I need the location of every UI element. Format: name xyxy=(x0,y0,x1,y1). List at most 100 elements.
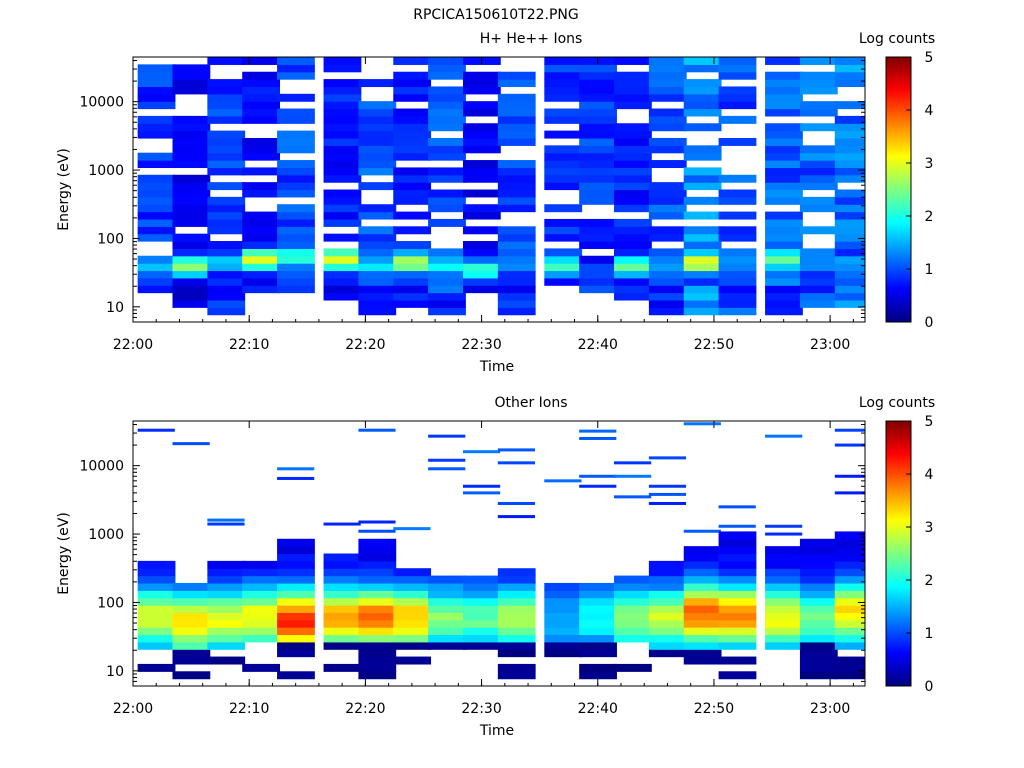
heatmap-cell xyxy=(497,226,536,235)
heatmap-cell xyxy=(614,619,652,628)
heatmap-cell xyxy=(765,167,803,176)
heatmap-cell xyxy=(544,57,583,65)
heatmap-cell xyxy=(277,248,315,257)
heatmap-cell xyxy=(172,605,211,613)
heatmap-cell xyxy=(648,123,687,132)
heatmap-cell xyxy=(648,575,687,584)
heatmap-cell xyxy=(393,248,432,257)
heatmap-cell xyxy=(393,71,432,80)
heatmap-cell xyxy=(834,71,865,80)
colorbar-label: Log counts xyxy=(859,395,935,411)
heatmap-cell xyxy=(834,233,865,242)
heatmap-cell xyxy=(614,575,652,584)
heatmap-cell xyxy=(579,605,617,613)
heatmap-cell xyxy=(428,605,466,613)
heatmap-cell xyxy=(579,277,617,286)
heatmap-cell xyxy=(544,590,583,599)
heatmap-cell xyxy=(393,612,432,621)
heatmap-cell xyxy=(242,86,280,95)
heatmap-cell xyxy=(323,553,362,562)
heatmap-cell xyxy=(277,270,315,279)
heatmap-cell xyxy=(718,189,757,198)
panel-other-ions: 22:00 22:10 22:20 22:30 22:40 22:50 23:0010100… xyxy=(56,395,935,739)
heatmap-cell xyxy=(799,649,838,658)
heatmap-cell xyxy=(799,182,838,191)
heatmap-cell xyxy=(207,57,246,65)
x-tick-label: 22:00 xyxy=(113,701,153,717)
heatmap-line xyxy=(462,484,501,488)
x-tick-label: 22:50 xyxy=(694,337,734,353)
heatmap-cell xyxy=(393,57,432,65)
heatmap-cell xyxy=(428,101,466,110)
heatmap-cell xyxy=(358,568,397,577)
heatmap-cell xyxy=(358,241,397,249)
heatmap-cell xyxy=(718,233,757,242)
heatmap-cell xyxy=(579,233,617,242)
heatmap-cell xyxy=(358,137,397,146)
heatmap-cell xyxy=(207,241,246,249)
heatmap-cell xyxy=(544,641,583,650)
heatmap-cell xyxy=(799,226,838,235)
heatmap-cell xyxy=(799,546,838,555)
heatmap-cell xyxy=(358,263,397,272)
heatmap-cell xyxy=(323,634,362,643)
colorbar-tick-label: 1 xyxy=(925,262,934,278)
x-tick-label: 22:20 xyxy=(345,701,385,717)
heatmap-cell xyxy=(137,71,176,80)
heatmap-cell xyxy=(579,189,617,198)
heatmap-cell xyxy=(277,671,315,680)
heatmap-cell xyxy=(799,641,838,650)
heatmap-cell xyxy=(683,619,722,628)
heatmap-cell xyxy=(242,560,280,569)
heatmap-cell xyxy=(393,619,432,628)
heatmap-cell xyxy=(358,612,397,621)
heatmap-cell xyxy=(277,597,315,606)
heatmap-cell xyxy=(648,627,687,636)
heatmap-cell xyxy=(323,93,362,102)
heatmap-cell xyxy=(393,115,432,124)
heatmap-cell xyxy=(497,71,536,80)
heatmap-cell xyxy=(172,263,211,272)
heatmap-cell xyxy=(799,575,838,584)
heatmap-cell xyxy=(358,101,397,110)
heatmap-cell xyxy=(428,270,466,279)
heatmap-cell xyxy=(648,634,687,643)
heatmap-cell xyxy=(393,627,432,636)
heatmap-cell xyxy=(497,233,536,242)
heatmap-cell xyxy=(207,204,246,213)
heatmap-cell xyxy=(323,233,362,242)
heatmap-cell xyxy=(323,115,362,124)
heatmap-cell xyxy=(765,152,803,161)
heatmap-cell xyxy=(462,137,501,146)
heatmap-cell xyxy=(242,152,280,161)
heatmap-cell xyxy=(614,292,652,301)
heatmap-cell xyxy=(172,582,211,591)
heatmap-cell xyxy=(799,560,838,569)
colorbar-tick-label: 0 xyxy=(925,679,934,695)
heatmap-cell xyxy=(393,79,432,88)
heatmap-cell xyxy=(497,307,536,316)
heatmap-line xyxy=(765,532,803,536)
heatmap-cell xyxy=(683,211,722,220)
heatmap-cell xyxy=(428,582,466,591)
heatmap-cell xyxy=(137,582,176,591)
heatmap-cell xyxy=(172,71,211,80)
heatmap-cell xyxy=(614,218,652,227)
heatmap-cell xyxy=(323,145,362,154)
heatmap-cell xyxy=(462,123,501,132)
heatmap-cell xyxy=(277,605,315,613)
heatmap-cell xyxy=(683,307,722,316)
heatmap-cell xyxy=(323,189,362,198)
heatmap-cell xyxy=(648,292,687,301)
heatmap-cell xyxy=(683,277,722,286)
heatmap-cell xyxy=(834,299,865,308)
heatmap-cell xyxy=(358,649,397,658)
heatmap-cell xyxy=(172,174,211,183)
heatmap-cell xyxy=(544,248,583,257)
heatmap-cell xyxy=(393,182,432,191)
heatmap-cell xyxy=(834,211,865,220)
y-tick-label: 100 xyxy=(97,595,124,611)
heatmap-cell xyxy=(172,241,211,249)
heatmap-cell xyxy=(393,270,432,279)
heatmap-cell xyxy=(765,101,803,110)
